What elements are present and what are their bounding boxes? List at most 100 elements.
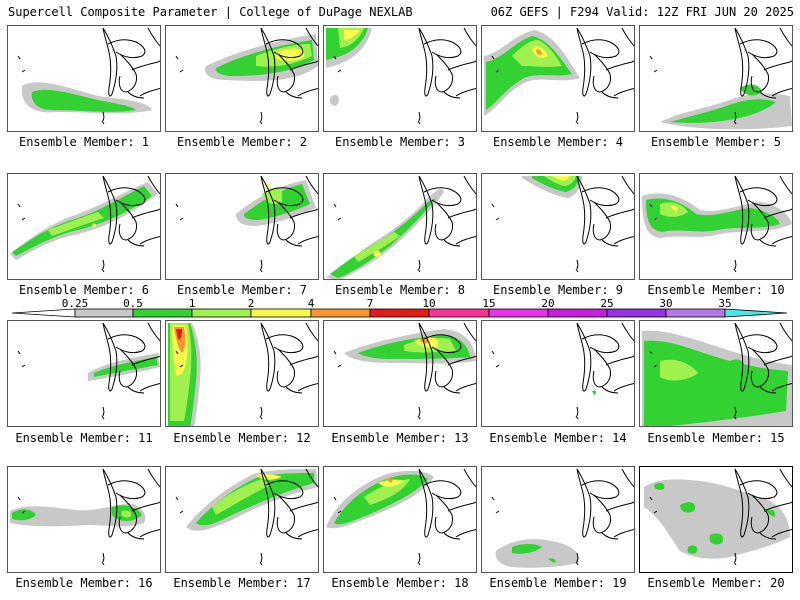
color-bar-tick-label: 30 — [659, 297, 673, 310]
coastline — [443, 386, 461, 394]
coastline — [423, 334, 462, 354]
color-bar-tick-label: 1 — [188, 297, 196, 310]
ensemble-member-panel-12[interactable] — [165, 320, 319, 427]
ensemble-member-panel-7[interactable] — [165, 173, 319, 280]
ensemble-member-panel-18[interactable] — [323, 466, 477, 573]
color-bar-segment-11 — [724, 308, 788, 318]
coastline — [102, 27, 118, 97]
coastline — [418, 468, 434, 538]
member-label: Ensemble Member: 10 — [647, 283, 785, 297]
lake-outline — [259, 552, 263, 566]
coastline — [592, 201, 611, 241]
member-4-map — [484, 27, 634, 125]
coastline — [779, 27, 792, 47]
color-bar-left-arrow — [11, 308, 76, 318]
lake-outline — [733, 406, 737, 420]
scp-contour-level-3 — [276, 48, 304, 61]
ensemble-member-panel-13[interactable] — [323, 320, 477, 427]
member-7-map — [175, 175, 318, 273]
coastline — [127, 532, 145, 540]
lake-outline — [417, 111, 421, 125]
coastline — [423, 39, 462, 59]
coastline — [447, 501, 476, 512]
color-bar-segment-1 — [132, 308, 193, 318]
coastline — [305, 322, 318, 342]
member-13-map — [333, 322, 476, 420]
ensemble-member-panel-8[interactable] — [323, 173, 477, 280]
scp-contour-level-3 — [670, 205, 678, 212]
coastline — [576, 175, 592, 245]
member-label: Ensemble Member: 17 — [173, 576, 311, 590]
member-label: Ensemble Member: 7 — [176, 283, 308, 297]
lake-outline — [491, 496, 500, 514]
member-6-map — [10, 175, 160, 273]
coastline — [289, 208, 318, 219]
lake-outline — [175, 350, 184, 368]
scp-contour-level-1 — [654, 482, 665, 490]
scp-contour-level-1 — [31, 89, 136, 112]
color-bar-tick-label: 2 — [247, 297, 255, 310]
coastline — [592, 53, 611, 93]
member-label: Ensemble Member: 20 — [647, 576, 785, 590]
lake-outline — [733, 552, 737, 566]
coastline — [297, 382, 318, 392]
ensemble-member-panel-9[interactable] — [481, 173, 635, 280]
coastline — [289, 501, 318, 512]
coastline — [297, 87, 318, 97]
color-bar-segment-2 — [191, 308, 252, 318]
coastline — [276, 494, 295, 534]
scp-contour-level-2 — [121, 510, 132, 518]
ensemble-member-panel-3[interactable] — [323, 25, 477, 132]
scp-contour-level-1 — [709, 533, 724, 545]
coastline — [147, 27, 160, 47]
coastline — [581, 187, 620, 207]
coastline — [118, 494, 137, 534]
ensemble-member-panel-6[interactable] — [7, 173, 161, 280]
scp-contour-level-2 — [354, 232, 400, 262]
coastline — [605, 355, 634, 366]
ensemble-member-panel-4[interactable] — [481, 25, 635, 132]
ensemble-member-panel-5[interactable] — [639, 25, 793, 132]
coastline — [739, 187, 778, 207]
ensemble-member-panel-19[interactable] — [481, 466, 635, 573]
lake-outline — [575, 552, 579, 566]
coastline — [139, 235, 160, 245]
ensemble-member-panel-2[interactable] — [165, 25, 319, 132]
member-1-map — [17, 27, 160, 125]
ensemble-member-panel-10[interactable] — [639, 173, 793, 280]
ensemble-member-panel-11[interactable] — [7, 320, 161, 427]
scp-contour-level-2 — [364, 479, 410, 505]
coastline — [305, 27, 318, 47]
coastline — [576, 322, 592, 392]
ensemble-member-panel-14[interactable] — [481, 320, 635, 427]
ensemble-member-panel-16[interactable] — [7, 466, 161, 573]
member-19-map — [491, 468, 634, 568]
scp-contour-level-3 — [378, 479, 404, 487]
color-bar-segment-3 — [250, 308, 312, 318]
member-label: Ensemble Member: 9 — [492, 283, 624, 297]
coastline — [265, 39, 304, 59]
color-bar-segment-9 — [606, 308, 667, 318]
color-bar-segment-0 — [74, 308, 134, 318]
color-bar-tick-label: 4 — [307, 297, 315, 310]
lake-outline — [333, 55, 342, 73]
ensemble-member-panel-17[interactable] — [165, 466, 319, 573]
member-18-map — [326, 468, 476, 566]
ensemble-member-panel-1[interactable] — [7, 25, 161, 132]
coastline — [131, 501, 160, 512]
coastline — [759, 91, 777, 99]
coastline — [107, 187, 146, 207]
scp-contour-level-5 — [176, 329, 182, 340]
coastline — [260, 27, 276, 97]
ensemble-member-panel-20[interactable] — [639, 466, 793, 573]
coastline — [289, 355, 318, 366]
coastline — [592, 348, 611, 388]
coastline — [759, 386, 777, 394]
color-bar-segment-7 — [488, 308, 549, 318]
coastline — [763, 208, 792, 219]
ensemble-member-panel-15[interactable] — [639, 320, 793, 427]
coastline — [443, 91, 461, 99]
member-label: Ensemble Member: 13 — [331, 431, 469, 445]
coastline — [260, 175, 276, 245]
coastline — [127, 91, 145, 99]
